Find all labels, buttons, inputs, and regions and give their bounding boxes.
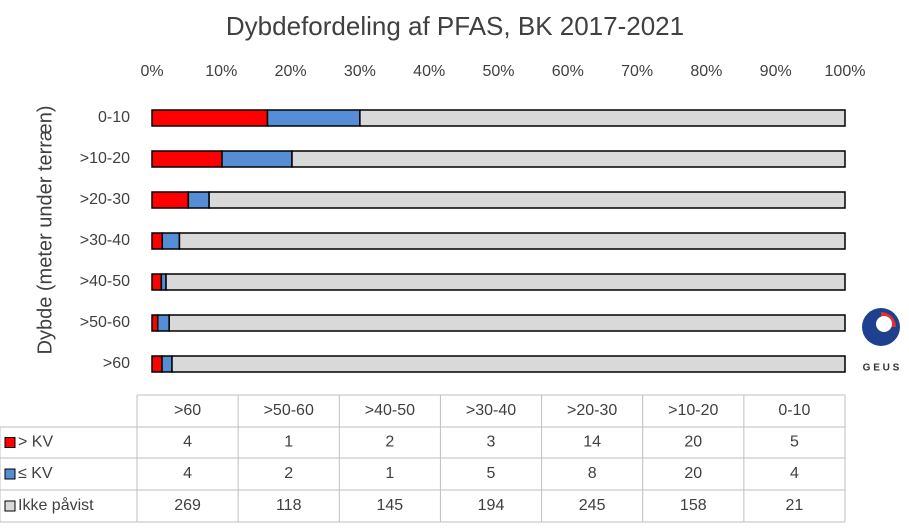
table-value: 4 (183, 434, 192, 451)
table-value: 194 (478, 497, 505, 514)
table-value: 4 (790, 465, 799, 482)
table-value: 8 (588, 465, 597, 482)
y-tick-label: >40-50 (80, 273, 130, 290)
bar-segment (161, 355, 173, 373)
x-tick-label: 90% (760, 63, 792, 80)
table-value: 245 (579, 497, 606, 514)
y-tick-label: >10-20 (80, 150, 130, 167)
legend-swatch (4, 468, 16, 480)
table-value: 1 (385, 465, 394, 482)
table-value: 20 (684, 465, 702, 482)
bar-segment (168, 314, 846, 332)
x-tick-label: 20% (275, 63, 307, 80)
bar-segment (165, 273, 846, 291)
y-tick-label: >30-40 (80, 232, 130, 249)
table-value: 21 (786, 497, 804, 514)
x-tick-label: 40% (413, 63, 445, 80)
logo: G E U S (862, 308, 900, 374)
table-header: >30-40 (466, 402, 516, 419)
logo-inner (876, 316, 892, 332)
table-value: 5 (790, 434, 799, 451)
table-header: >50-60 (264, 402, 314, 419)
table-value: 3 (487, 434, 496, 451)
bar-segment (171, 355, 846, 373)
bar-segment (151, 109, 269, 127)
table-value: 2 (385, 434, 394, 451)
bar-segment (151, 314, 159, 332)
bar-segment (161, 232, 181, 250)
bar-segment (208, 191, 846, 209)
legend-label: > KV (18, 434, 53, 451)
table-value: 4 (183, 465, 192, 482)
table-value: 5 (487, 465, 496, 482)
x-tick-label: 10% (205, 63, 237, 80)
x-tick-label: 80% (690, 63, 722, 80)
bar-segment (151, 232, 164, 250)
x-tick-label: 60% (552, 63, 584, 80)
table-header: >60 (174, 402, 201, 419)
legend-swatch (4, 437, 16, 448)
table-header: 0-10 (778, 402, 810, 419)
table-header: >20-30 (567, 402, 617, 419)
y-tick-label: >20-30 (80, 191, 130, 208)
bar-segment (151, 355, 163, 373)
logo-text: G E U S (863, 363, 900, 374)
legend-label: Ikke påvist (18, 496, 94, 514)
x-tick-label: 70% (621, 63, 653, 80)
bar-segment (151, 150, 223, 168)
bar-segment (266, 109, 361, 127)
bar-segment (187, 191, 210, 209)
table-value: 269 (174, 497, 201, 514)
table-value: 1 (284, 434, 293, 451)
bar-segment (178, 232, 846, 250)
chart-title: Dybdefordeling af PFAS, BK 2017-2021 (226, 11, 684, 41)
legend-swatch (4, 500, 16, 512)
bar-segment (151, 273, 163, 291)
x-tick-label: 30% (344, 63, 376, 80)
legend-label: ≤ KV (18, 465, 53, 482)
y-tick-label: 0-10 (98, 109, 130, 126)
y-tick-label: >50-60 (80, 314, 130, 331)
y-axis-label: Dybde (meter under terræn) (34, 106, 56, 355)
table-value: 145 (377, 497, 404, 514)
table-value: 158 (680, 497, 707, 514)
table-header: >40-50 (365, 402, 415, 419)
bar-segment (221, 150, 293, 168)
bar-segment (359, 109, 846, 127)
x-tick-label: 100% (825, 63, 866, 80)
y-tick-label: >60 (103, 355, 130, 372)
x-tick-label: 50% (482, 63, 514, 80)
bar-segment (156, 314, 170, 332)
table-value: 2 (284, 465, 293, 482)
table-value: 118 (276, 497, 302, 514)
x-tick-label: 0% (140, 63, 163, 80)
bar-segment (291, 150, 846, 168)
table-value: 20 (684, 434, 702, 451)
table-value: 14 (583, 434, 601, 451)
table-header: >10-20 (668, 402, 718, 419)
bar-segment (151, 191, 190, 209)
